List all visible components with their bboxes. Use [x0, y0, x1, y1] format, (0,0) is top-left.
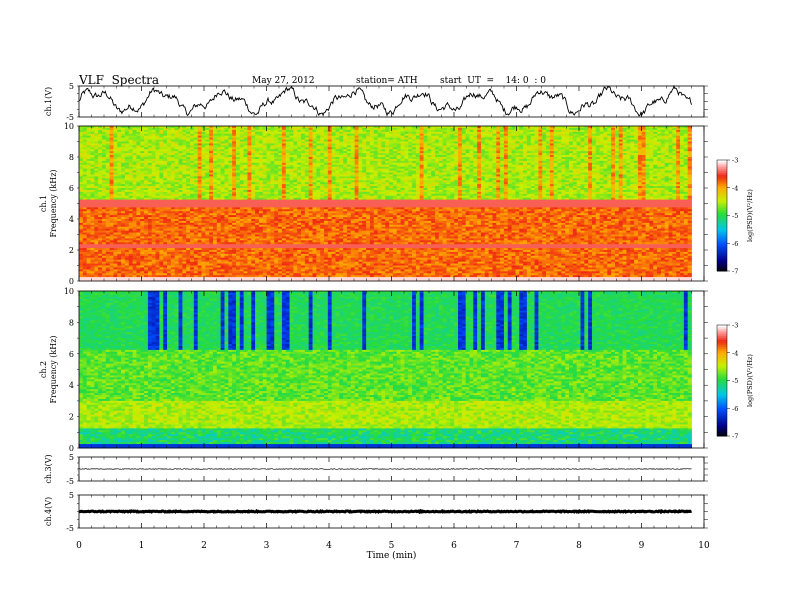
ch1-spectrogram-heatmap — [79, 126, 692, 281]
ch2-spectrogram-ytick-label: 2 — [69, 413, 74, 422]
ch1-spectrogram-colorbar-tick-label: -4 — [732, 184, 738, 192]
ch2-spectrogram-colorbar-tick-label: -5 — [732, 377, 738, 385]
ch1-waveform-ytick-label: 5 — [69, 82, 74, 91]
ch3-waveform-ytick-label: -5 — [66, 477, 74, 486]
ch2-spectrogram-ytick-label: 6 — [69, 350, 74, 359]
ch1-spectrogram-colorbar — [717, 160, 727, 272]
ch2-spectrogram-colorbar-label: log(PSD)(V²/Hz) — [746, 354, 754, 407]
ch2-spectrogram-ytick-label: 0 — [69, 444, 74, 453]
ch1-spectrogram-ylabel: ch.1 — [39, 195, 48, 212]
x-tick-label: 8 — [576, 541, 582, 551]
ch1-spectrogram-colorbar-tick-label: -5 — [732, 212, 738, 220]
x-tick-label: 2 — [201, 541, 207, 551]
ch3-waveform-line — [79, 469, 692, 470]
ch2-spectrogram-colorbar-tick-label: -4 — [732, 349, 738, 357]
ch2-spectrogram-ylabel: Frequency (kHz) — [49, 335, 58, 403]
ch2-spectrogram-colorbar-tick-label: -7 — [732, 433, 738, 441]
ch1-spectrogram-colorbar-tick-label: -3 — [732, 157, 738, 165]
ch4-waveform-ytick-label: 5 — [69, 491, 74, 500]
x-tick-label: 1 — [139, 541, 145, 551]
ch2-spectrogram-colorbar — [717, 325, 727, 437]
ch3-waveform-ytick-label: 5 — [69, 453, 74, 462]
ch1-spectrogram-ytick-label: 8 — [69, 153, 74, 162]
ch2-spectrogram-ylabel: ch.2 — [39, 361, 48, 378]
ch2-spectrogram-ytick-label: 10 — [64, 287, 74, 296]
ch1-spectrogram-ytick-label: 2 — [69, 246, 74, 255]
x-tick-label: 3 — [264, 541, 270, 551]
ch1-spectrogram-colorbar-tick-label: -7 — [732, 268, 738, 276]
x-axis-title: Time (min) — [367, 550, 417, 561]
ch2-spectrogram-ytick-label: 4 — [69, 381, 74, 390]
ch1-waveform-ytick-label: -5 — [66, 113, 74, 122]
x-tick-label: 6 — [451, 541, 457, 551]
ch1-waveform-ylabel: ch.1(V) — [44, 87, 53, 116]
ch2-spectrogram-heatmap — [79, 291, 692, 448]
ch4-waveform-line — [79, 511, 692, 512]
vlf-figure: 5-5ch.1(V)0246810ch.1 Frequency (kHz)-3-4… — [0, 0, 792, 612]
x-tick-label: 4 — [326, 541, 332, 551]
ch1-spectrogram-colorbar-tick-label: -6 — [732, 240, 738, 248]
ch1-spectrogram-ytick-label: 4 — [69, 215, 74, 224]
x-tick-label: 0 — [76, 541, 82, 551]
ch1-spectrogram-ylabel: Frequency (kHz) — [49, 169, 58, 237]
ch2-spectrogram-colorbar-tick-label: -3 — [732, 322, 738, 330]
x-tick-label: 9 — [639, 541, 645, 551]
x-tick-label: 10 — [698, 541, 710, 551]
ch4-waveform-ylabel: ch.4(V) — [44, 497, 53, 526]
ch1-spectrogram-ytick-label: 6 — [69, 184, 74, 193]
x-tick-label: 7 — [514, 541, 520, 551]
ch2-spectrogram-colorbar-tick-label: -6 — [732, 405, 738, 413]
ch1-spectrogram-ytick-label: 10 — [64, 122, 74, 131]
ch1-waveform-line — [79, 86, 692, 116]
ch3-waveform-ylabel: ch.3(V) — [44, 454, 53, 483]
x-tick-label: 5 — [389, 541, 395, 551]
ch1-spectrogram-colorbar-label: log(PSD)(V²/Hz) — [746, 189, 754, 242]
ch4-waveform-ytick-label: -5 — [66, 524, 74, 533]
ch2-spectrogram-ytick-label: 8 — [69, 318, 74, 327]
ch1-spectrogram-ytick-label: 0 — [69, 277, 74, 286]
